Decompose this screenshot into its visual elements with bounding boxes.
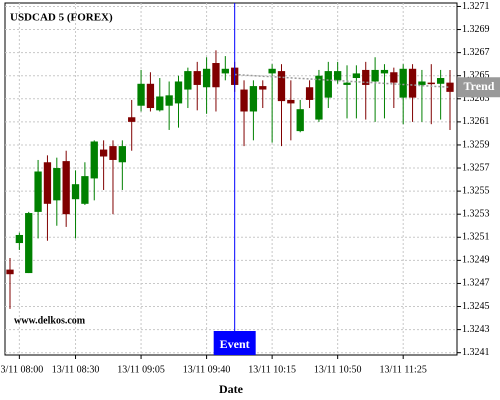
x-tick-label: 13/11 10:15 bbox=[248, 364, 296, 375]
candle-body bbox=[174, 81, 183, 104]
x-tick-label: 13/11 09:40 bbox=[183, 364, 231, 375]
candle-body bbox=[109, 146, 117, 160]
candle-body bbox=[146, 83, 155, 109]
candle-body bbox=[399, 68, 407, 98]
grid-layer bbox=[5, 3, 457, 355]
candle-body bbox=[202, 68, 211, 88]
candle-body bbox=[343, 82, 351, 85]
candle-body bbox=[184, 71, 192, 90]
y-tick-label: 1.3257 bbox=[462, 162, 490, 173]
candle-body bbox=[408, 68, 417, 98]
candle-body bbox=[390, 72, 398, 83]
y-tick-label: 1.3255 bbox=[462, 185, 490, 196]
candle-body bbox=[99, 149, 108, 157]
candle-body bbox=[137, 83, 145, 106]
y-tick-label: 1.3267 bbox=[462, 47, 490, 58]
candle-body bbox=[305, 87, 314, 100]
candle-body bbox=[43, 162, 52, 204]
x-tick-label: 13/11 08:00 bbox=[0, 364, 43, 375]
candle-body bbox=[296, 109, 304, 132]
y-tick-label: 1.3251 bbox=[462, 232, 490, 243]
candle-body bbox=[62, 161, 70, 215]
y-tick-label: 1.3245 bbox=[462, 301, 490, 312]
candle-body bbox=[221, 68, 229, 74]
candle-body bbox=[249, 86, 258, 112]
candle-body bbox=[90, 141, 98, 179]
candle-body bbox=[193, 71, 201, 85]
y-tick-label: 1.3241 bbox=[462, 347, 490, 358]
trend-label-box bbox=[458, 77, 500, 98]
y-tick-label: 1.3249 bbox=[462, 255, 490, 266]
x-tick-label: 13/11 09:05 bbox=[117, 364, 165, 375]
chart-title: USDCAD 5 (FOREX) bbox=[10, 12, 113, 24]
candle-body bbox=[165, 95, 173, 106]
candle-body bbox=[53, 168, 61, 201]
candle-body bbox=[128, 117, 136, 122]
candle-body bbox=[418, 81, 426, 85]
candle-body bbox=[15, 234, 24, 244]
y-tick-label: 1.3261 bbox=[462, 116, 490, 127]
candle-body bbox=[352, 73, 361, 79]
y-tick-label: 1.3269 bbox=[462, 24, 490, 35]
x-tick-label: 13/11 08:30 bbox=[52, 364, 100, 375]
y-tick-label: 1.3271 bbox=[462, 1, 490, 12]
x-axis-label: Date bbox=[219, 382, 244, 396]
watermark: www.delkos.com bbox=[14, 315, 86, 326]
candle-body bbox=[427, 82, 435, 85]
candle-body bbox=[240, 89, 248, 112]
y-tick-label: 1.3265 bbox=[462, 70, 490, 81]
candle-body bbox=[212, 63, 220, 88]
y-tick-label: 1.3243 bbox=[462, 324, 490, 335]
trend-label: Trend bbox=[464, 79, 495, 93]
candle-body bbox=[371, 69, 379, 82]
x-tick-label: 13/11 10:50 bbox=[314, 364, 362, 375]
candle-body bbox=[268, 68, 276, 74]
candle-body bbox=[118, 146, 126, 163]
x-tick-label: 13/11 11:25 bbox=[380, 364, 427, 375]
candle-body bbox=[156, 96, 164, 111]
candle-body bbox=[380, 69, 389, 74]
y-tick-label: 1.3247 bbox=[462, 278, 490, 289]
candle-body bbox=[362, 69, 370, 85]
candle-body bbox=[436, 78, 445, 84]
y-tick-label: 1.3263 bbox=[462, 93, 490, 104]
candle-body bbox=[287, 99, 295, 104]
event-label-box bbox=[213, 331, 256, 355]
candle-body bbox=[446, 82, 454, 92]
candle-body bbox=[277, 71, 286, 102]
plot-area bbox=[4, 2, 458, 356]
candle-body bbox=[71, 184, 80, 200]
candle-body bbox=[259, 86, 267, 90]
candle-body bbox=[81, 176, 89, 204]
candle-body bbox=[34, 171, 42, 212]
event-label: Event bbox=[220, 337, 250, 351]
candle-body bbox=[6, 269, 14, 275]
candle-body bbox=[334, 71, 342, 81]
y-tick-label: 1.3253 bbox=[462, 208, 490, 219]
candle-body bbox=[324, 71, 332, 98]
y-tick-label: 1.3259 bbox=[462, 139, 490, 150]
candle-body bbox=[25, 213, 33, 274]
candle-body bbox=[315, 75, 323, 120]
